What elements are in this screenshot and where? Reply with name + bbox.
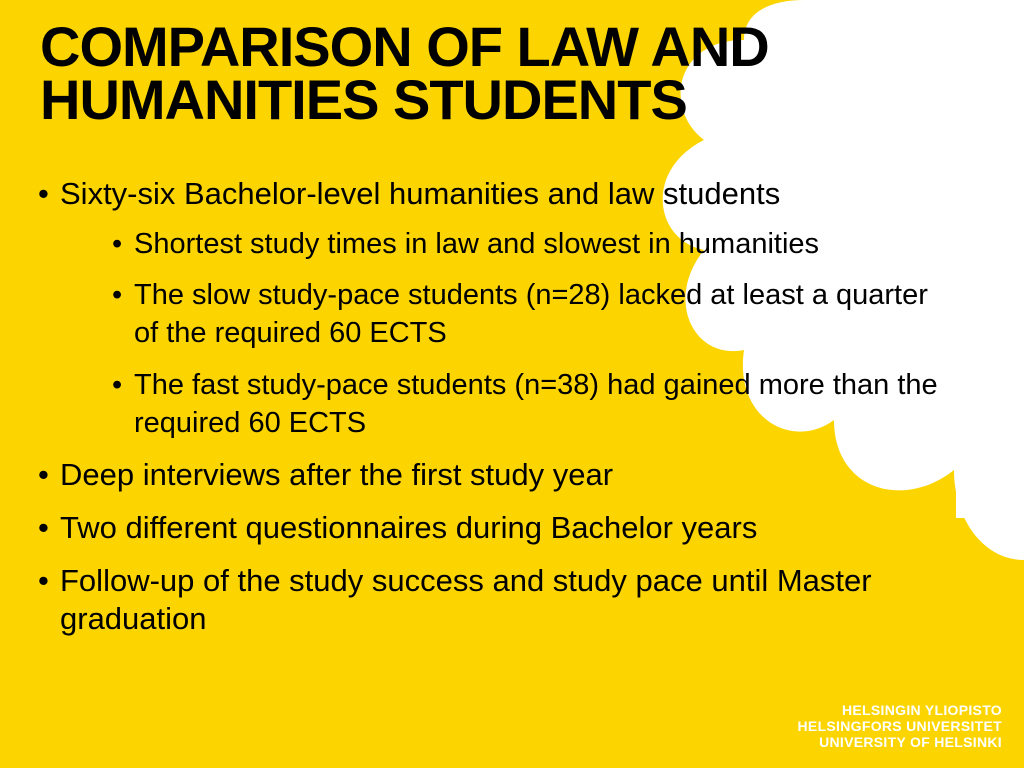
list-item: Two different questionnaires during Bach… <box>38 509 958 548</box>
bullet-text: Follow-up of the study success and study… <box>60 563 872 637</box>
footer-line: HELSINGFORS UNIVERSITET <box>798 718 1002 734</box>
bullet-text: Shortest study times in law and slowest … <box>134 228 819 260</box>
bullet-text: Sixty-six Bachelor-level humanities and … <box>60 176 780 211</box>
bullet-list: Sixty-six Bachelor-level humanities and … <box>38 175 958 653</box>
list-item: The fast study-pace students (n=38) had … <box>112 367 958 442</box>
bullet-text: The slow study-pace students (n=28) lack… <box>134 279 928 349</box>
list-item: Deep interviews after the first study ye… <box>38 456 958 495</box>
list-item: The slow study-pace students (n=28) lack… <box>112 277 958 352</box>
list-item: Shortest study times in law and slowest … <box>112 226 958 264</box>
bullet-text: The fast study-pace students (n=38) had … <box>134 369 938 439</box>
bullet-text: Deep interviews after the first study ye… <box>60 457 613 492</box>
list-item: Sixty-six Bachelor-level humanities and … <box>38 175 958 442</box>
slide: COMPARISON OF LAW AND HUMANITIES STUDENT… <box>0 0 1024 768</box>
list-item: Follow-up of the study success and study… <box>38 562 958 640</box>
footer-line: UNIVERSITY OF HELSINKI <box>798 734 1002 750</box>
university-footer: HELSINGIN YLIOPISTO HELSINGFORS UNIVERSI… <box>798 702 1002 750</box>
footer-line: HELSINGIN YLIOPISTO <box>798 702 1002 718</box>
slide-title: COMPARISON OF LAW AND HUMANITIES STUDENT… <box>40 20 980 126</box>
decorative-square-2 <box>956 240 1004 288</box>
decorative-square-3 <box>956 470 1004 518</box>
bullet-text: Two different questionnaires during Bach… <box>60 510 757 545</box>
